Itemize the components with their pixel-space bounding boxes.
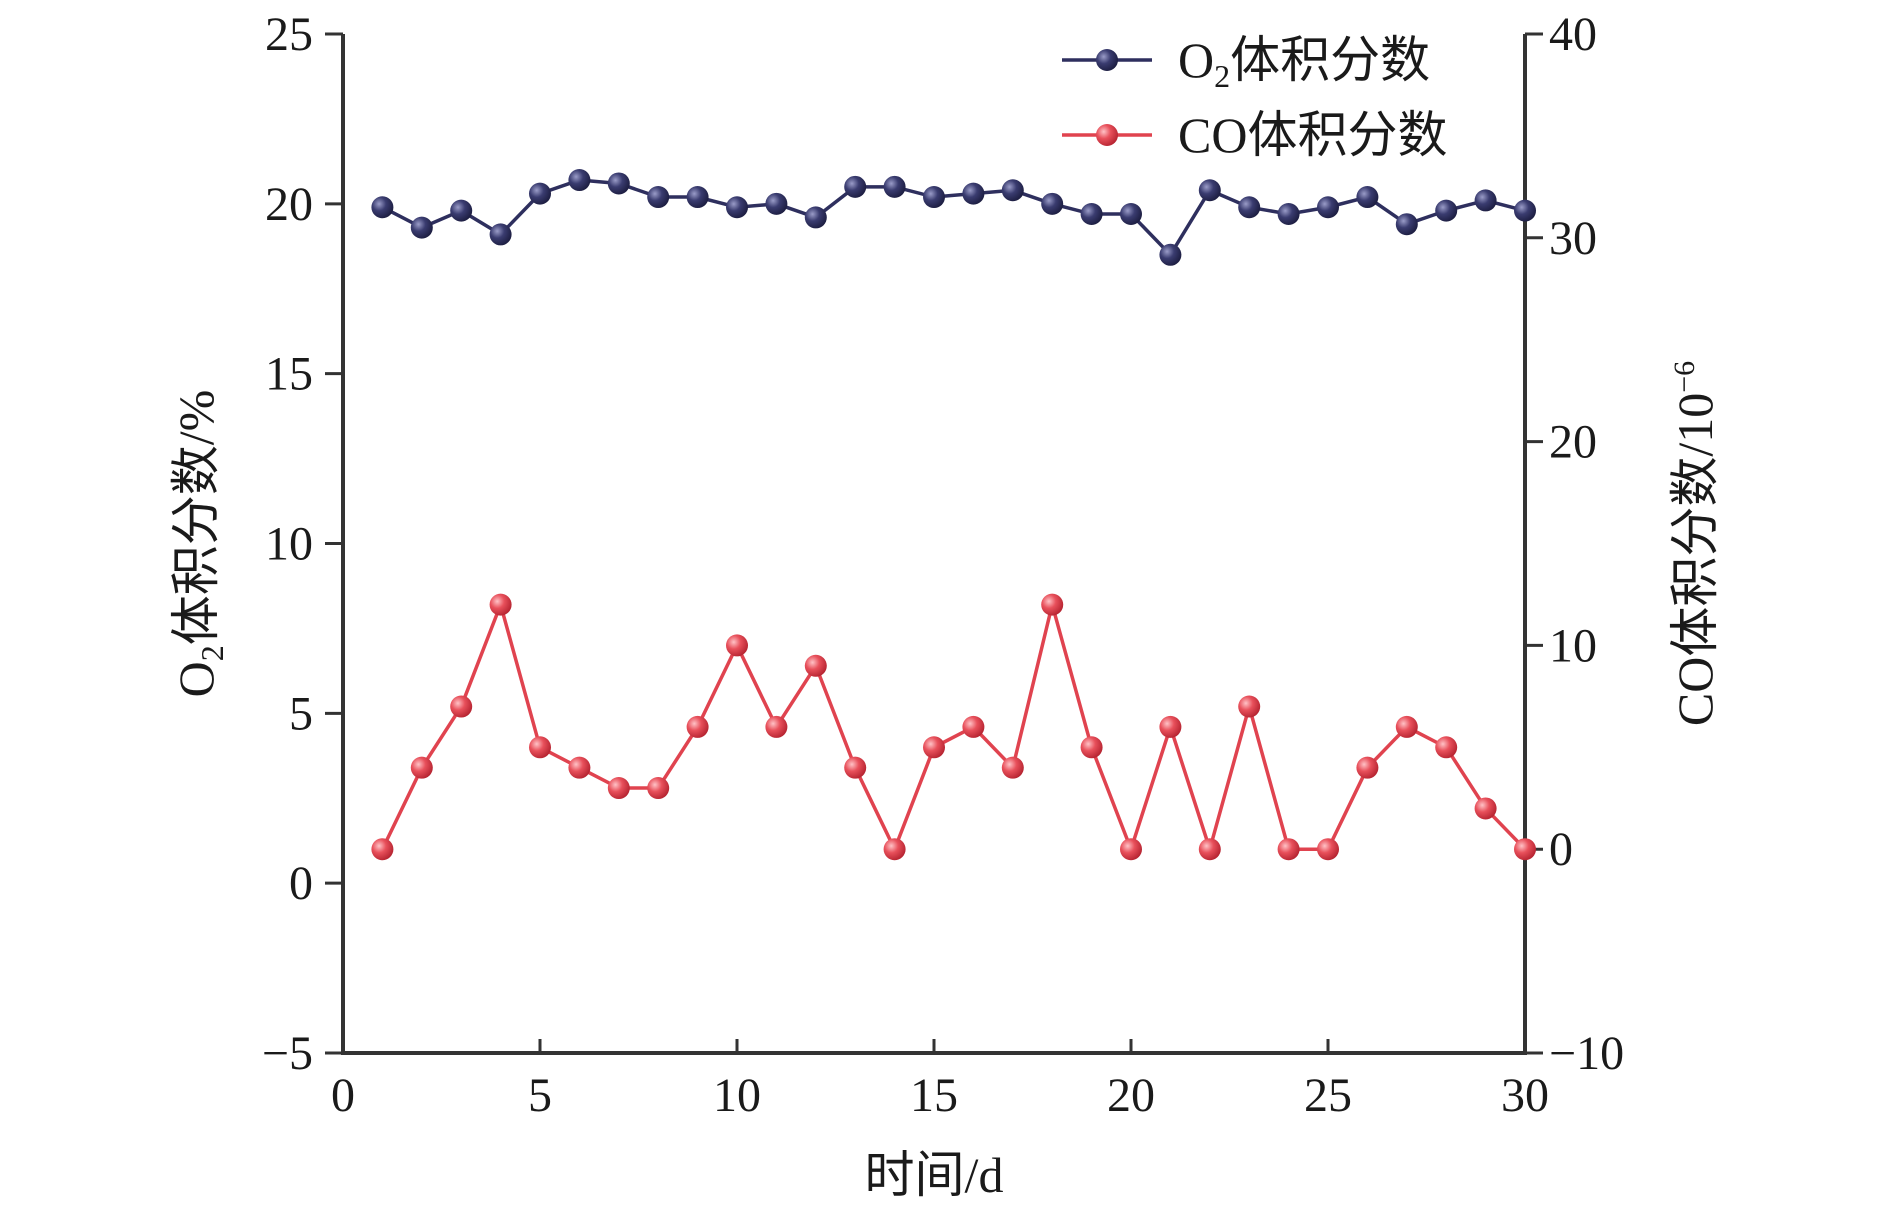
data-point (1159, 715, 1182, 738)
data-point (1474, 797, 1497, 820)
series-line-0 (381, 178, 1526, 258)
x-tick-label: 0 (331, 1069, 355, 1122)
data-point (726, 634, 748, 657)
data-point (1238, 196, 1261, 219)
data-point (607, 172, 630, 195)
data-point (1041, 593, 1064, 616)
x-tick-label: 30 (1501, 1069, 1549, 1122)
data-point (1198, 179, 1221, 202)
data-point (1435, 199, 1458, 222)
data-point (410, 216, 433, 239)
data-point (1395, 715, 1418, 738)
data-point (1198, 838, 1221, 861)
y-right-tick-label: 40 (1549, 8, 1597, 61)
data-point (765, 715, 788, 738)
data-point (568, 756, 591, 779)
data-point (450, 695, 473, 718)
data-point (1159, 243, 1182, 266)
data-point (450, 199, 473, 222)
data-point (844, 756, 867, 779)
data-point (1120, 203, 1142, 226)
y-left-tick-label: 25 (265, 8, 313, 61)
legend: O2体积分数 CO体积分数 (1062, 32, 1447, 163)
data-point (1080, 736, 1103, 759)
data-point (765, 192, 788, 215)
data-point (1120, 838, 1142, 861)
data-point (1356, 756, 1379, 779)
series-group (371, 169, 1536, 861)
data-point (1317, 838, 1339, 861)
y-left-tick-label: 20 (265, 178, 313, 231)
data-point (1277, 838, 1300, 861)
data-point (647, 186, 670, 209)
y-left-tick-label: 5 (289, 687, 313, 740)
x-tick-label: 10 (713, 1069, 761, 1122)
data-point (371, 196, 394, 219)
y-right-tick-label: 20 (1549, 416, 1597, 469)
data-point (962, 715, 985, 738)
data-point (1474, 189, 1497, 212)
series-line-1 (380, 597, 1527, 856)
y-right-tick-label: 10 (1549, 619, 1597, 672)
data-point (647, 777, 670, 800)
data-point (529, 182, 551, 205)
data-point (962, 182, 985, 205)
y-axis-left-title: O2体积分数/% (168, 390, 230, 698)
data-point (686, 186, 709, 209)
legend-marker (1096, 124, 1118, 146)
data-point (923, 736, 945, 759)
legend-label: CO体积分数 (1178, 107, 1447, 163)
data-point (726, 196, 748, 219)
data-point (923, 186, 945, 209)
data-point (844, 175, 867, 198)
y-right-tick-label: −10 (1549, 1027, 1624, 1080)
legend-marker (1096, 49, 1118, 71)
y-right-tick-label: 0 (1549, 823, 1573, 876)
x-axis-title: 时间/d (865, 1147, 1004, 1203)
legend-label: O2体积分数 (1178, 32, 1430, 94)
data-point (1514, 199, 1536, 222)
data-point (1356, 186, 1379, 209)
x-tick-label: 20 (1107, 1069, 1155, 1122)
data-point (410, 756, 433, 779)
data-point (686, 715, 709, 738)
axes-group: 0 5 10 15 20 25 30 −5 0 5 10 15 20 25 −10 0 10 20 30 40 时间/d… (168, 8, 1723, 1203)
data-point (489, 223, 512, 246)
data-point (1001, 179, 1024, 202)
x-tick-label: 5 (528, 1069, 552, 1122)
data-point (1238, 695, 1261, 718)
data-point (1514, 838, 1536, 861)
y-right-tick-label: 30 (1549, 212, 1597, 265)
data-point (883, 175, 906, 198)
data-point (804, 654, 827, 677)
x-tick-label: 25 (1304, 1069, 1352, 1122)
data-point (489, 593, 512, 616)
data-point (1080, 203, 1103, 226)
x-tick-label: 15 (910, 1069, 958, 1122)
y-left-tick-label: −5 (262, 1027, 313, 1080)
y-left-tick-label: 15 (265, 348, 313, 401)
data-point (529, 736, 551, 759)
data-point (1435, 736, 1458, 759)
data-point (1001, 756, 1024, 779)
y-left-tick-label: 10 (265, 518, 313, 571)
data-point (804, 206, 827, 229)
y-axis-right-title: CO体积分数/10−6 (1667, 361, 1723, 726)
data-point (607, 777, 630, 800)
data-point (568, 169, 591, 192)
y-left-tick-label: 0 (289, 857, 313, 910)
data-point (1041, 192, 1064, 215)
data-point (883, 838, 906, 861)
data-point (371, 838, 394, 861)
data-point (1395, 213, 1418, 236)
data-point (1317, 196, 1339, 219)
data-point (1277, 203, 1300, 226)
